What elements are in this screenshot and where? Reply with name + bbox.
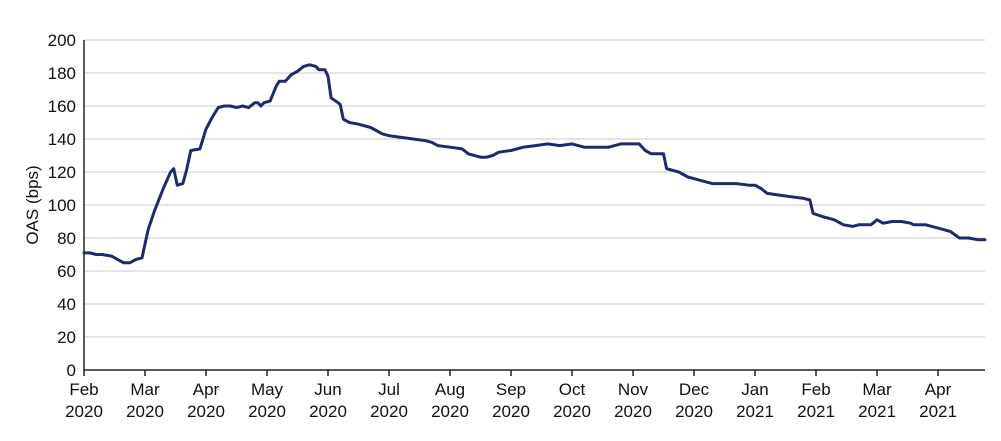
- y-tick-label: 160: [48, 97, 76, 116]
- x-tick-month: Feb: [801, 380, 830, 399]
- x-tick-year: 2020: [248, 402, 286, 421]
- x-tick-month: Mar: [862, 380, 892, 399]
- x-tick-month: Nov: [618, 380, 649, 399]
- x-tick-label: Aug 2020: [431, 380, 469, 421]
- y-tick-label: 100: [48, 196, 76, 215]
- x-tick-year: 2020: [492, 402, 530, 421]
- x-tick-label: Feb 2020: [65, 380, 103, 421]
- x-tick-month: Oct: [559, 380, 586, 399]
- x-tick-year: 2020: [431, 402, 469, 421]
- x-tick-year: 2020: [309, 402, 347, 421]
- y-axis-title: OAS (bps): [23, 165, 42, 244]
- gridlines: [84, 39, 985, 338]
- x-tick-month: Apr: [193, 380, 220, 399]
- x-tick-month: Aug: [435, 380, 465, 399]
- x-tick-label: Mar 2020: [126, 380, 164, 421]
- x-tick-label: Oct 2020: [553, 380, 591, 421]
- x-tick-label: Dec 2020: [675, 380, 713, 421]
- y-tick-label: 80: [57, 229, 76, 248]
- y-tick-labels: 0 20 40 60 80 100 120 140 160 180 200: [48, 31, 76, 380]
- x-tick-label: Apr 2020: [187, 380, 225, 421]
- x-tick-month: Apr: [925, 380, 952, 399]
- series-layer: [82, 63, 987, 265]
- x-tick-month: Mar: [130, 380, 160, 399]
- y-tick-label: 120: [48, 163, 76, 182]
- axes: [83, 40, 985, 376]
- x-tick-year: 2020: [126, 402, 164, 421]
- x-tick-month: Jul: [378, 380, 400, 399]
- x-tick-year: 2020: [65, 402, 103, 421]
- x-tick-label: Jul 2020: [370, 380, 408, 421]
- y-tick-label: 0: [67, 361, 76, 380]
- x-tick-label: Sep 2020: [492, 380, 530, 421]
- x-tick-year: 2020: [187, 402, 225, 421]
- x-tick-label: Jun 2020: [309, 380, 347, 421]
- x-tick-label: Mar 2021: [858, 380, 896, 421]
- y-tick-label: 60: [57, 262, 76, 281]
- y-tick-label: 20: [57, 328, 76, 347]
- x-tick-year: 2021: [797, 402, 835, 421]
- x-tick-month: Sep: [496, 380, 526, 399]
- x-tick-label: Feb 2021: [797, 380, 835, 421]
- x-tick-month: Jun: [314, 380, 341, 399]
- y-tick-label: 140: [48, 130, 76, 149]
- x-tick-labels: Feb 2020 Mar 2020 Apr 2020 May 2020 Jun 2020 Jul 20…: [65, 380, 957, 421]
- x-tick-year: 2021: [919, 402, 957, 421]
- x-tick-year: 2020: [553, 402, 591, 421]
- x-tick-label: Jan 2021: [736, 380, 774, 421]
- x-tick-label: Nov 2020: [614, 380, 652, 421]
- x-tick-month: Feb: [69, 380, 98, 399]
- x-tick-label: May 2020: [248, 380, 286, 421]
- x-tick-year: 2020: [614, 402, 652, 421]
- oas-series-line: [82, 63, 987, 265]
- x-tick-year: 2020: [675, 402, 713, 421]
- x-tick-month: May: [251, 380, 284, 399]
- x-tick-year: 2021: [858, 402, 896, 421]
- x-tick-year: 2020: [370, 402, 408, 421]
- y-tick-label: 180: [48, 64, 76, 83]
- x-tick-label: Apr 2021: [919, 380, 957, 421]
- x-tick-month: Jan: [741, 380, 768, 399]
- y-tick-label: 200: [48, 31, 76, 50]
- x-tick-year: 2021: [736, 402, 774, 421]
- y-tick-label: 40: [57, 295, 76, 314]
- x-tick-month: Dec: [679, 380, 710, 399]
